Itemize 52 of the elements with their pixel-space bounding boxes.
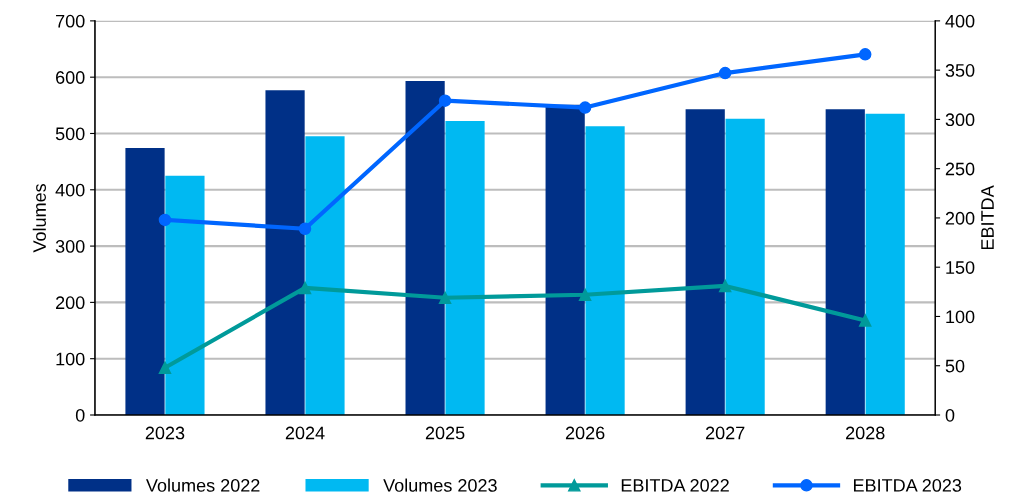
point (858, 314, 872, 327)
y-tick-label: 400 (55, 183, 85, 197)
bar (685, 109, 725, 415)
y2-tick-label: 300 (945, 113, 975, 127)
y-tick-label: 500 (55, 127, 85, 141)
y2-axis-title: EBITDA (981, 185, 994, 250)
legend-label: Volumes 2022 (146, 478, 260, 492)
x-tick-label: 2023 (145, 426, 185, 440)
y2-tick-label: 400 (945, 14, 975, 28)
x-tick-label: 2024 (285, 426, 325, 440)
x-tick-label: 2027 (705, 426, 745, 440)
y-tick-label: 100 (56, 352, 85, 366)
x-tick-label: 2025 (425, 426, 465, 440)
point (298, 281, 312, 295)
y-axis-title: Volumes (32, 183, 46, 253)
y2-tick-label: 150 (946, 261, 975, 274)
y2-tick-label: 0 (945, 408, 955, 422)
x-tick-label: 2026 (565, 426, 605, 440)
bar (405, 81, 445, 415)
point (158, 361, 172, 374)
y-tick-label: 300 (55, 240, 85, 253)
point (718, 66, 732, 80)
point (298, 222, 312, 236)
point (158, 213, 172, 227)
y-tick-label: 700 (56, 14, 85, 28)
bar (865, 113, 905, 415)
x-tick-label: 2028 (846, 426, 885, 440)
y2-tick-label: 50 (945, 359, 965, 373)
point (578, 101, 592, 114)
y2-tick-label: 350 (945, 64, 975, 77)
y-tick-label: 200 (56, 296, 85, 310)
point (438, 291, 452, 304)
y2-tick-label: 250 (945, 162, 975, 176)
bar (305, 136, 345, 415)
legend-label: EBITDA 2023 (853, 479, 962, 492)
point (858, 48, 872, 61)
bar (725, 118, 765, 415)
bar (585, 126, 625, 415)
bar (825, 109, 865, 415)
bar (445, 121, 485, 415)
legend-label: Volumes 2023 (383, 478, 497, 492)
point (578, 288, 592, 302)
bar (125, 148, 165, 415)
bar (265, 90, 305, 415)
y-tick-label: 0 (75, 408, 85, 422)
point (438, 94, 452, 107)
y2-tick-label: 100 (946, 310, 975, 324)
y2-tick-label: 200 (945, 211, 975, 225)
bar (165, 175, 205, 415)
legend-label: EBITDA 2022 (621, 479, 729, 492)
point (718, 279, 732, 293)
y-tick-label: 600 (56, 71, 85, 84)
